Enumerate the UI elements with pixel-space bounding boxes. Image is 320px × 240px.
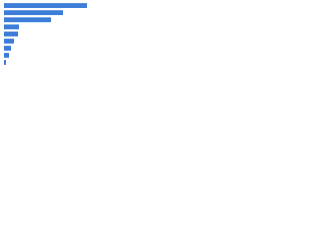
bar xyxy=(4,31,18,37)
chart xyxy=(0,0,100,71)
bar xyxy=(4,24,19,30)
bar xyxy=(4,3,87,8)
bar xyxy=(4,38,14,44)
bar xyxy=(4,17,51,23)
bar xyxy=(4,45,11,51)
page: (() => { const data = JSON.parse(documen… xyxy=(0,0,320,71)
bar xyxy=(4,10,63,16)
bar xyxy=(4,52,9,58)
bar xyxy=(4,60,6,65)
